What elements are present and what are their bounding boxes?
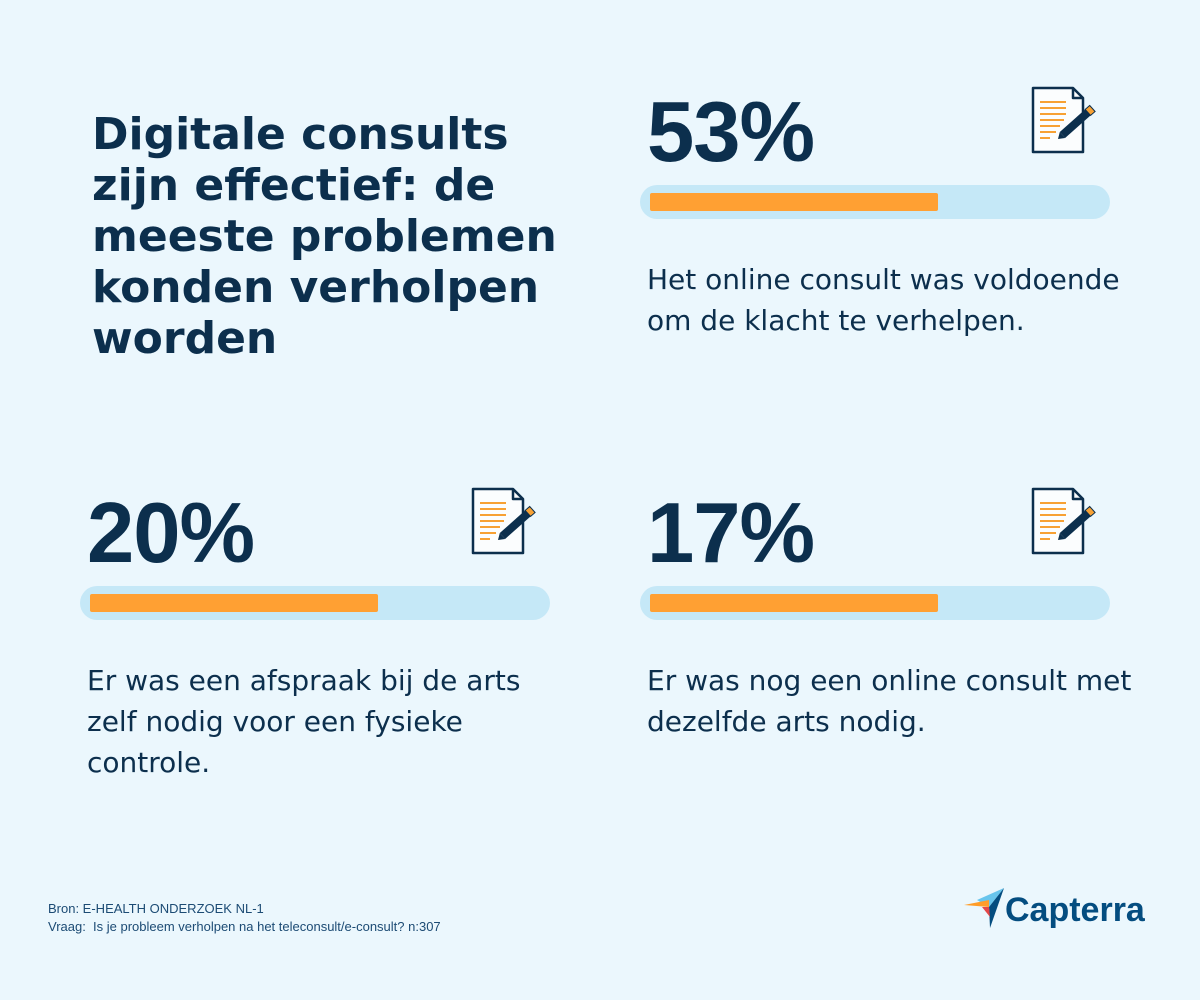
bar-fill xyxy=(650,193,938,211)
source-line: Bron: E-HEALTH ONDERZOEK NL-1 xyxy=(48,901,264,916)
document-pencil-icon xyxy=(1030,85,1100,155)
brand-logo-text: Capterra xyxy=(1005,891,1145,929)
bar-track xyxy=(80,586,550,620)
question-line: Vraag: Is je probleem verholpen na het t… xyxy=(48,919,441,934)
document-pencil-icon xyxy=(470,486,540,556)
bar-track xyxy=(640,185,1110,219)
stat-value-label: 53% xyxy=(647,85,815,180)
stat-value-label: 17% xyxy=(647,486,815,581)
bar-fill xyxy=(650,594,938,612)
document-pencil-icon xyxy=(1030,486,1100,556)
stat-description: Er was een afspraak bij de arts zelf nod… xyxy=(87,664,521,779)
capterra-arrow-icon xyxy=(963,886,1005,930)
bar-fill xyxy=(90,594,378,612)
stat-description: Het online consult was voldoende om de k… xyxy=(647,263,1120,337)
bar-track xyxy=(640,586,1110,620)
source-note: Bron: E-HEALTH ONDERZOEK NL-1 Vraag: Is … xyxy=(48,900,441,936)
stat-card: 20% Er was een afspraak bij de arts zelf… xyxy=(80,487,550,807)
stat-card: 17% Er was nog een online consult met de… xyxy=(640,486,1131,807)
infographic-title: Digitale consults zijn effectief: de mee… xyxy=(92,109,557,364)
stat-value-label: 20% xyxy=(87,486,255,581)
stat-description: Er was nog een online consult met dezelf… xyxy=(647,664,1132,738)
stat-card: 53% Het online consult was voldoende om … xyxy=(640,85,1120,406)
